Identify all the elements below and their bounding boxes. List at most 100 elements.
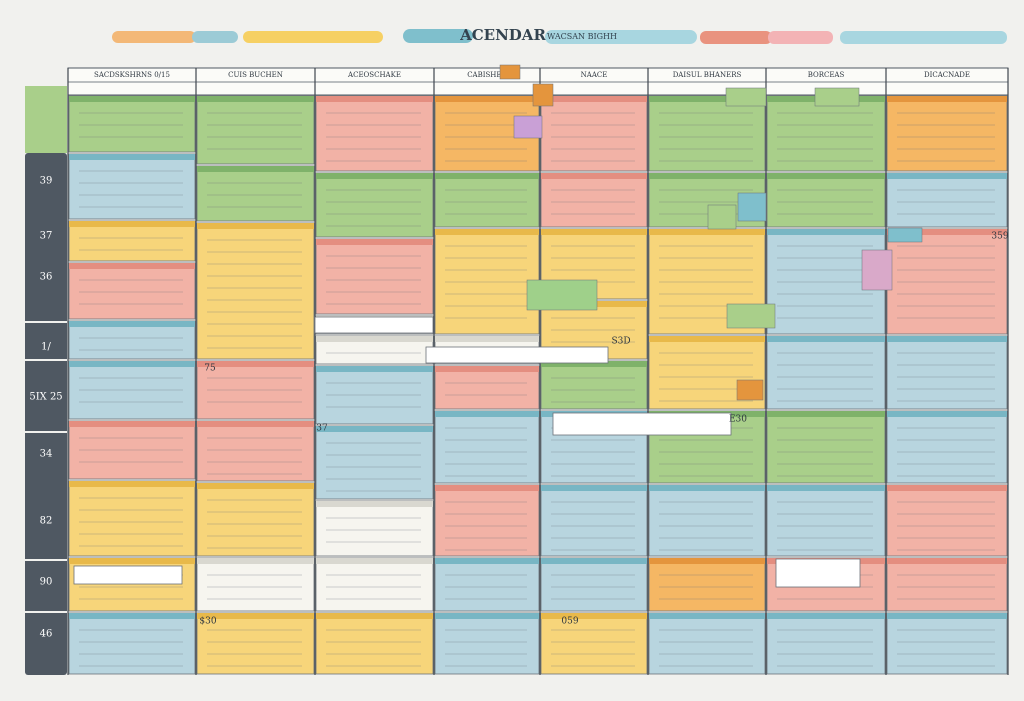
sticky-note [737,192,767,222]
event-cell [886,172,1008,228]
event-cell [648,484,766,557]
event-cell [540,557,648,612]
event-strip [887,229,1007,235]
event-strip [541,558,647,564]
event-strip [69,481,195,487]
row-label: 36 [40,272,53,283]
event-strip [316,239,433,245]
event-strip [316,96,433,102]
event-cell [68,220,196,262]
event-strip [649,485,765,491]
sticky-note [513,115,543,139]
sticky-note [532,83,554,107]
event-strip [316,558,433,564]
note-card [425,346,609,364]
row-label: 34 [40,449,53,460]
event-cell [886,95,1008,172]
event-strip [649,96,765,102]
event-cell [315,172,434,238]
event-strip [887,613,1007,619]
note-label: 359 [991,232,1008,242]
rail-block [25,86,67,153]
event-cell [315,425,434,500]
event-cell [68,262,196,320]
event-strip [649,173,765,179]
event-cell [540,360,648,410]
event-strip [197,361,314,367]
event-cell [196,612,315,675]
event-strip [316,501,433,507]
column-header: CUIS BUCHEN [228,71,283,79]
event-strip [197,613,314,619]
event-cell [540,484,648,557]
event-cell [196,482,315,557]
event-strip [435,613,539,619]
event-strip [316,336,433,342]
event-cell [315,95,434,172]
sticky-note [861,249,893,291]
event-cell [434,172,540,228]
event-strip [69,361,195,367]
event-strip [197,96,314,102]
event-cell [540,172,648,228]
event-strip [887,485,1007,491]
event-cell [68,153,196,220]
event-cell [766,612,886,675]
pill [840,31,1007,44]
event-strip [197,223,314,229]
event-strip [69,421,195,427]
pill [192,31,238,43]
event-strip [767,485,885,491]
note-label: 37 [316,424,328,434]
event-strip [541,96,647,102]
event-cell [766,410,886,484]
column-header: BORCEAS [808,71,845,79]
event-strip [767,229,885,235]
event-cell [886,228,1008,335]
event-strip [767,336,885,342]
sticky-note [526,279,598,311]
event-cell [766,95,886,172]
row-label: 39 [40,176,53,187]
rail-block [25,153,67,675]
event-cell [315,238,434,315]
event-cell [540,95,648,172]
event-strip [197,483,314,489]
column-header: CABISHER [467,71,507,79]
event-strip [316,613,433,619]
event-cell [315,557,434,612]
event-strip [649,229,765,235]
event-cell [434,484,540,557]
event-cell [434,228,540,335]
event-cell [434,612,540,675]
event-strip [541,361,647,367]
row-label: 90 [40,577,53,588]
event-cell [434,557,540,612]
event-cell [196,95,315,165]
note-card [73,565,183,585]
event-cell [886,484,1008,557]
pill [112,31,196,43]
event-strip [435,229,539,235]
event-strip [435,336,539,342]
pill [700,31,772,44]
event-strip [197,166,314,172]
event-cell [766,335,886,410]
event-cell [886,410,1008,484]
row-label: 82 [40,516,53,527]
event-strip [541,485,647,491]
event-strip [887,96,1007,102]
calendar-subtitle: WACSAN BIGHH [547,32,617,41]
event-strip [435,366,539,372]
row-label: 46 [40,629,53,640]
event-strip [767,173,885,179]
note-card [552,412,732,436]
event-cell [315,500,434,557]
event-strip [316,173,433,179]
event-cell [886,557,1008,612]
event-strip [887,173,1007,179]
event-strip [435,411,539,417]
event-strip [541,613,647,619]
event-cell [648,612,766,675]
